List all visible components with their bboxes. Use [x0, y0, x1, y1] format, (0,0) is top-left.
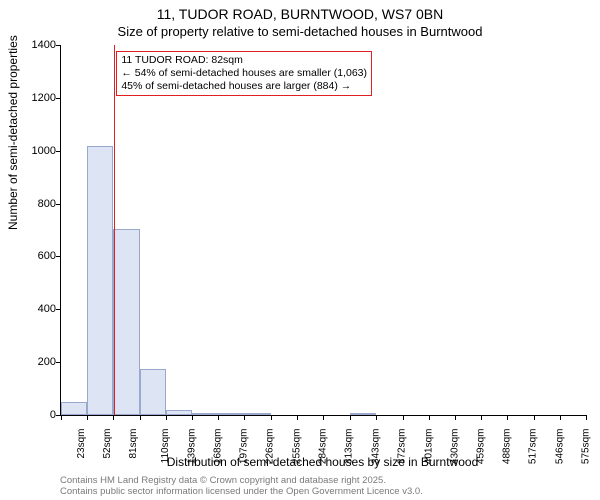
x-tick-label: 343sqm — [371, 429, 382, 465]
x-tick-label: 255sqm — [291, 429, 302, 465]
x-tick-mark — [244, 415, 245, 420]
x-tick-mark — [350, 415, 351, 420]
x-tick-mark — [534, 415, 535, 420]
y-tick-label: 1200 — [6, 92, 56, 104]
y-tick-mark — [56, 362, 61, 363]
histogram-bar — [350, 413, 376, 415]
x-tick-label: 284sqm — [317, 429, 328, 465]
x-tick-mark — [376, 415, 377, 420]
x-tick-label: 168sqm — [213, 429, 224, 465]
callout-line-1: 11 TUDOR ROAD: 82sqm — [121, 54, 367, 67]
y-tick-label: 200 — [6, 356, 56, 368]
y-tick-label: 800 — [6, 198, 56, 210]
histogram-bar — [244, 413, 270, 415]
y-tick-label: 400 — [6, 303, 56, 315]
x-tick-mark — [218, 415, 219, 420]
x-tick-mark — [507, 415, 508, 420]
callout-line-2: ← 54% of semi-detached houses are smalle… — [121, 67, 367, 80]
x-tick-label: 546sqm — [554, 429, 565, 465]
x-tick-mark — [323, 415, 324, 420]
x-tick-label: 52sqm — [102, 429, 113, 459]
x-tick-label: 517sqm — [528, 429, 539, 465]
x-tick-label: 110sqm — [159, 429, 170, 464]
x-tick-mark — [560, 415, 561, 420]
x-tick-label: 430sqm — [449, 429, 460, 465]
plot-area: 11 TUDOR ROAD: 82sqm← 54% of semi-detach… — [60, 45, 586, 416]
x-tick-label: 488sqm — [502, 429, 513, 465]
y-tick-mark — [56, 45, 61, 46]
x-tick-mark — [403, 415, 404, 420]
x-tick-mark — [192, 415, 193, 420]
histogram-bar — [87, 146, 113, 415]
histogram-bar — [61, 402, 87, 415]
x-tick-mark — [140, 415, 141, 420]
x-tick-mark — [455, 415, 456, 420]
callout-line-3: 45% of semi-detached houses are larger (… — [121, 80, 367, 93]
y-tick-mark — [56, 309, 61, 310]
y-tick-mark — [56, 98, 61, 99]
y-tick-mark — [56, 204, 61, 205]
histogram-bar — [113, 229, 139, 415]
histogram-bar — [218, 413, 244, 415]
x-tick-mark — [166, 415, 167, 420]
x-tick-mark — [113, 415, 114, 420]
x-tick-mark — [271, 415, 272, 420]
chart-title-main: 11, TUDOR ROAD, BURNTWOOD, WS7 0BN — [0, 6, 600, 22]
x-tick-label: 139sqm — [186, 429, 197, 465]
x-tick-mark — [297, 415, 298, 420]
x-tick-mark — [61, 415, 62, 420]
y-tick-mark — [56, 151, 61, 152]
y-tick-label: 1400 — [6, 39, 56, 51]
x-tick-label: 226sqm — [265, 429, 276, 465]
histogram-chart: 11, TUDOR ROAD, BURNTWOOD, WS7 0BN Size … — [0, 0, 600, 500]
y-tick-label: 1000 — [6, 145, 56, 157]
attribution-footer: Contains HM Land Registry data © Crown c… — [60, 476, 423, 498]
x-tick-mark — [87, 415, 88, 420]
x-tick-label: 23sqm — [76, 429, 87, 459]
x-tick-label: 401sqm — [423, 429, 434, 465]
histogram-bar — [192, 413, 218, 415]
property-marker-line — [114, 45, 115, 415]
y-tick-label: 0 — [6, 409, 56, 421]
x-tick-mark — [429, 415, 430, 420]
x-tick-mark — [481, 415, 482, 420]
x-tick-label: 81sqm — [128, 429, 139, 459]
x-tick-mark — [586, 415, 587, 420]
x-tick-label: 372sqm — [397, 429, 408, 465]
x-tick-label: 575sqm — [580, 429, 591, 465]
histogram-bar — [140, 369, 166, 415]
histogram-bar — [166, 410, 192, 415]
footer-line-2: Contains public sector information licen… — [60, 487, 423, 498]
callout-box: 11 TUDOR ROAD: 82sqm← 54% of semi-detach… — [116, 51, 372, 96]
y-tick-mark — [56, 256, 61, 257]
x-tick-label: 197sqm — [239, 429, 250, 465]
x-tick-label: 459sqm — [476, 429, 487, 465]
x-tick-label: 313sqm — [344, 429, 355, 465]
chart-title-sub: Size of property relative to semi-detach… — [0, 24, 600, 39]
y-tick-label: 600 — [6, 250, 56, 262]
